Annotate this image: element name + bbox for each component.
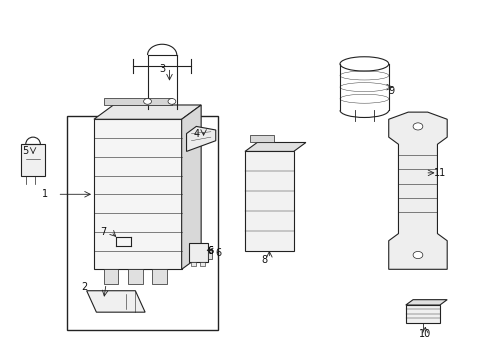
- Polygon shape: [87, 291, 145, 312]
- Text: 6: 6: [208, 247, 214, 256]
- Polygon shape: [389, 112, 447, 269]
- Polygon shape: [182, 105, 201, 269]
- Polygon shape: [187, 126, 216, 152]
- Text: 7: 7: [100, 227, 107, 237]
- Text: 10: 10: [419, 329, 431, 339]
- Polygon shape: [245, 143, 306, 152]
- Text: 3: 3: [159, 64, 165, 74]
- Circle shape: [144, 99, 151, 104]
- Text: 6: 6: [208, 247, 214, 256]
- Bar: [94, 119, 182, 269]
- Bar: [245, 152, 294, 251]
- Text: 9: 9: [388, 86, 394, 96]
- Bar: [200, 262, 205, 266]
- Bar: [192, 262, 196, 266]
- Circle shape: [413, 123, 423, 130]
- Bar: [104, 98, 172, 105]
- Circle shape: [413, 251, 423, 258]
- Bar: [406, 305, 440, 323]
- Text: 4: 4: [193, 129, 199, 139]
- Bar: [128, 269, 143, 284]
- Bar: [208, 249, 212, 258]
- Circle shape: [168, 99, 176, 104]
- Bar: [250, 135, 274, 143]
- Polygon shape: [94, 105, 201, 119]
- Bar: [152, 269, 167, 284]
- Text: 1: 1: [42, 189, 49, 199]
- Text: 5: 5: [23, 147, 29, 157]
- Text: 8: 8: [262, 255, 268, 265]
- Text: 6: 6: [215, 248, 221, 258]
- Bar: [21, 144, 45, 176]
- Bar: [189, 243, 208, 262]
- Bar: [104, 269, 118, 284]
- Polygon shape: [406, 300, 447, 305]
- Text: 11: 11: [434, 168, 446, 178]
- Text: 2: 2: [81, 282, 87, 292]
